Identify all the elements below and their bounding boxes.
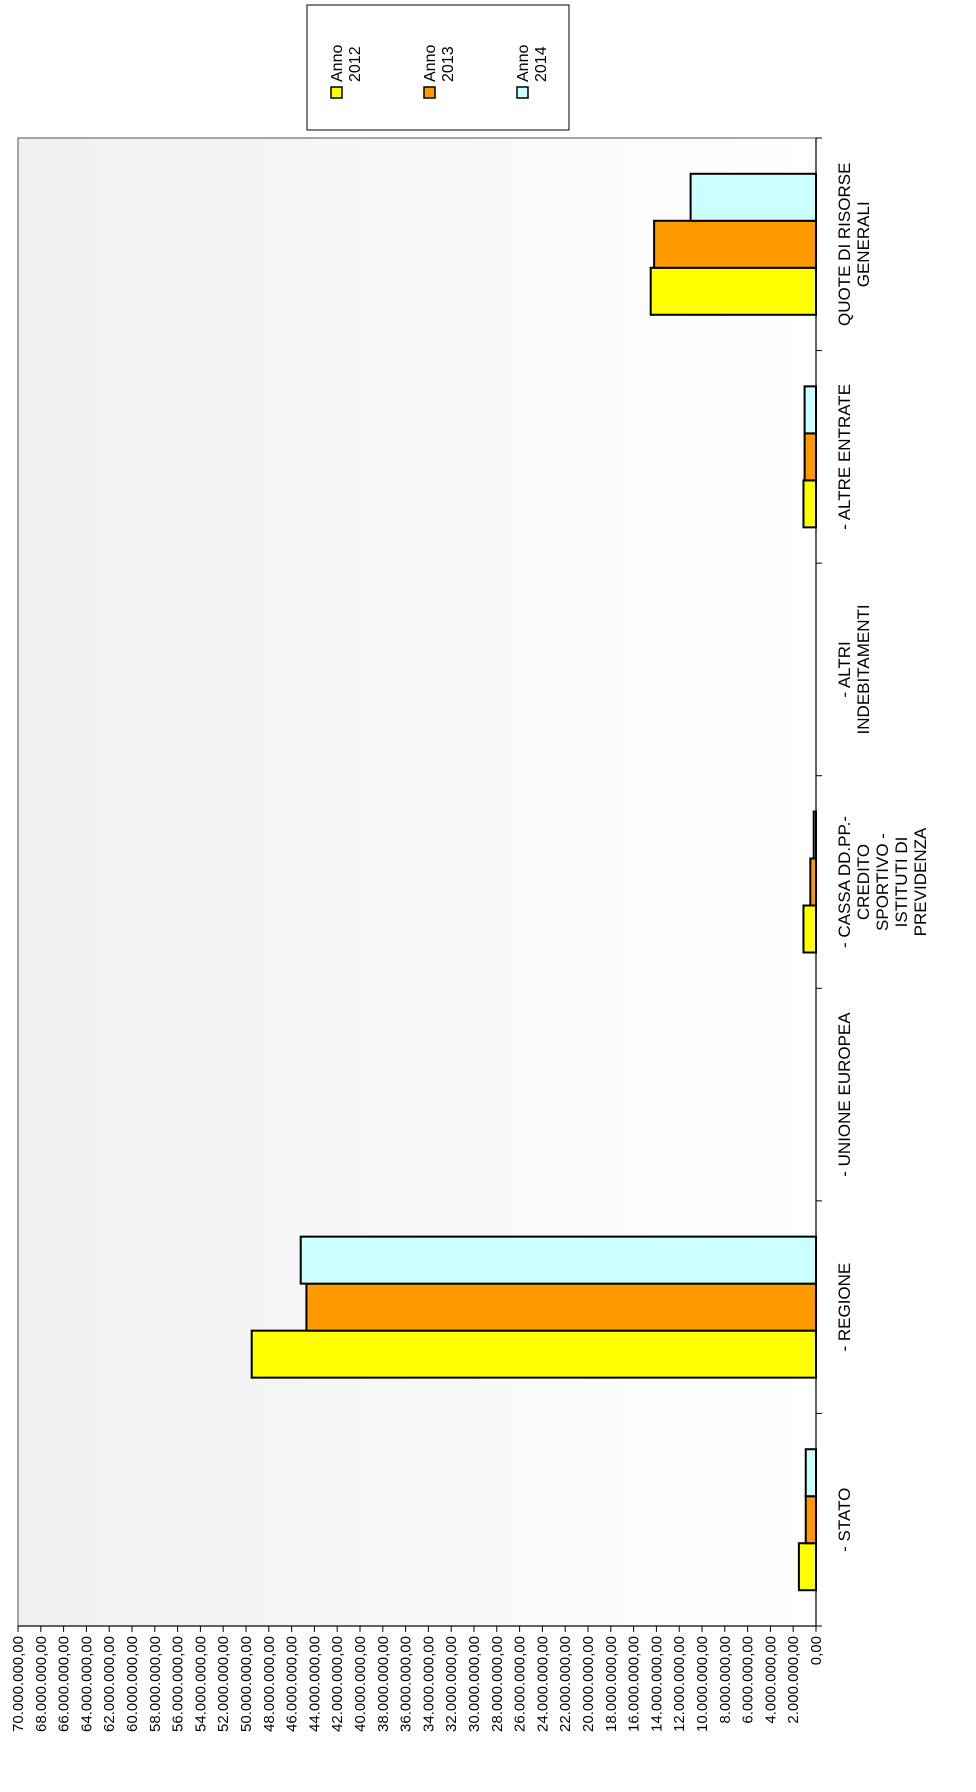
legend-swatch <box>423 86 436 99</box>
value-tick-label: 48.000.000,00 <box>261 1636 278 1732</box>
category-label: - UNIONE EUROPEA <box>835 1012 854 1177</box>
category-label: INDEBITAMENTI <box>854 604 873 734</box>
bar <box>803 432 817 482</box>
legend-label: 2014 <box>533 46 550 82</box>
value-tick-label: 14.000.000,00 <box>648 1636 665 1732</box>
legend-swatch <box>330 86 343 99</box>
value-tick-label: 30.000.000,00 <box>466 1636 483 1732</box>
legend-label: Anno <box>515 45 532 82</box>
value-tick-label: 40.000.000,00 <box>352 1636 369 1732</box>
value-tick-label: 62.000.000,00 <box>101 1636 118 1732</box>
category-label: - ALTRE ENTRATE <box>835 384 854 530</box>
legend-box <box>306 4 570 131</box>
legend-swatch <box>516 86 529 99</box>
category-label: - STATO <box>835 1488 854 1552</box>
value-tick-label: 18.000.000,00 <box>603 1636 620 1732</box>
value-tick-label: 4.000.000,00 <box>762 1636 779 1724</box>
category-label: PREVIDENZA <box>911 827 930 936</box>
bar <box>804 1495 817 1545</box>
bar <box>250 1329 817 1379</box>
value-tick-label: 66.000.000,00 <box>56 1636 73 1732</box>
bar <box>803 385 817 435</box>
value-tick-label: 8.000.000,00 <box>717 1636 734 1724</box>
category-label: - REGIONE <box>835 1263 854 1352</box>
legend-label: Anno <box>329 45 346 82</box>
value-tick-label: 60.000.000,00 <box>124 1636 141 1732</box>
category-label: - ALTRI <box>835 641 854 697</box>
value-tick-label: 54.000.000,00 <box>192 1636 209 1732</box>
legend-label: 2013 <box>440 46 457 82</box>
bar <box>802 479 818 529</box>
value-tick-label: 24.000.000,00 <box>534 1636 551 1732</box>
value-tick-label: 42.000.000,00 <box>329 1636 346 1732</box>
category-label: - CASSA DD.PP.- <box>835 816 854 948</box>
value-tick-label: 12.000.000,00 <box>671 1636 688 1732</box>
bar <box>299 1235 818 1285</box>
value-tick-label: 38.000.000,00 <box>375 1636 392 1732</box>
value-tick-label: 2.000.000,00 <box>785 1636 802 1724</box>
legend-label: Anno <box>422 45 439 82</box>
value-tick-label: 68.000.000,00 <box>33 1636 50 1732</box>
bar <box>305 1282 817 1332</box>
bar <box>689 172 817 222</box>
bar <box>804 1448 817 1498</box>
value-tick-label: 32.000.000,00 <box>443 1636 460 1732</box>
category-label: CREDITO <box>854 844 873 920</box>
category-label: GENERALI <box>854 201 873 287</box>
value-tick-label: 6.000.000,00 <box>740 1636 757 1724</box>
value-tick-label: 50.000.000,00 <box>238 1636 255 1732</box>
value-tick-label: 64.000.000,00 <box>78 1636 95 1732</box>
bar <box>649 266 818 316</box>
value-tick-label: 26.000.000,00 <box>512 1636 529 1732</box>
value-tick-label: 58.000.000,00 <box>147 1636 164 1732</box>
bar <box>809 857 817 907</box>
value-tick-label: 34.000.000,00 <box>420 1636 437 1732</box>
value-tick-label: 0,00 <box>808 1636 825 1665</box>
value-tick-label: 56.000.000,00 <box>170 1636 187 1732</box>
bar <box>802 904 818 954</box>
legend-label: 2012 <box>347 46 364 82</box>
value-tick-label: 36.000.000,00 <box>398 1636 415 1732</box>
value-tick-label: 46.000.000,00 <box>284 1636 301 1732</box>
category-label: QUOTE DI RISORSE <box>835 163 854 326</box>
value-tick-label: 44.000.000,00 <box>306 1636 323 1732</box>
plot-area <box>17 137 817 1627</box>
value-tick-label: 70.000.000,00 <box>10 1636 27 1732</box>
category-label: ISTITUTI DI <box>892 837 911 928</box>
bar <box>797 1542 818 1592</box>
value-tick-label: 52.000.000,00 <box>215 1636 232 1732</box>
value-tick-label: 20.000.000,00 <box>580 1636 597 1732</box>
value-tick-label: 16.000.000,00 <box>626 1636 643 1732</box>
value-tick-label: 22.000.000,00 <box>557 1636 574 1732</box>
value-tick-label: 28.000.000,00 <box>489 1636 506 1732</box>
value-tick-label: 10.000.000,00 <box>694 1636 711 1732</box>
category-label: SPORTIVO - <box>873 833 892 931</box>
bar <box>653 219 817 269</box>
